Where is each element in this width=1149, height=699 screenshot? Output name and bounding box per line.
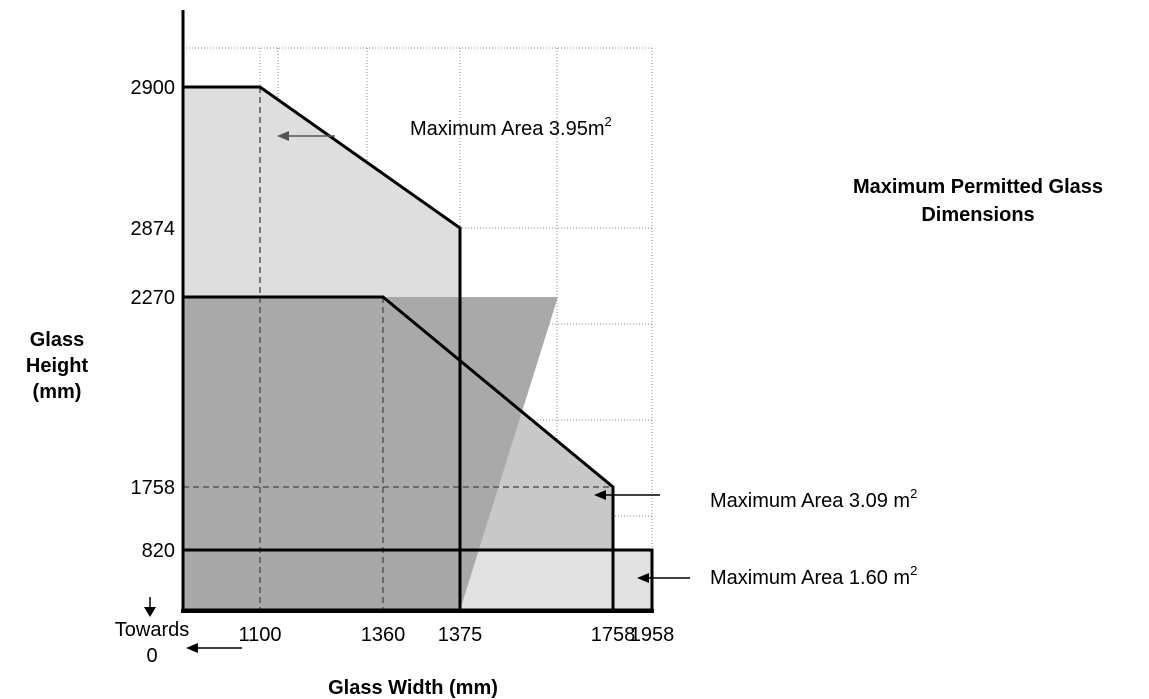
titles: Maximum Permitted Glass Dimensions Glass W…: [26, 176, 1103, 699]
annotation-area-3-label: Maximum Area 1.60 m2: [710, 563, 917, 589]
y-axis-title-line: Glass: [30, 329, 84, 351]
x-axis-title: Glass Width (mm): [328, 677, 498, 699]
left-arrow-head-icon: [186, 643, 198, 653]
y-tick-label: 2874: [131, 218, 176, 240]
area-overlap-low: [183, 550, 652, 610]
annotation-area-1-arrow-head-icon: [277, 131, 289, 141]
x-tick-label: 1958: [630, 624, 675, 646]
y-tick-label: 820: [142, 540, 175, 562]
annotations: Maximum Area 3.95m2 Maximum Area 3.09 m2 M…: [277, 114, 917, 589]
origin-note-line-1: Towards: [115, 619, 189, 641]
tick-labels: 1100 1360 1375 175819582900287422701758820T…: [115, 77, 674, 667]
axes: [181, 10, 654, 613]
annotation-area-1-label: Maximum Area 3.95m2: [410, 114, 612, 140]
chart-title-line-1: Maximum Permitted Glass: [853, 176, 1103, 198]
x-tick-label: 1360: [361, 624, 406, 646]
x-tick-label: 1375: [438, 624, 483, 646]
chart-title-line-2: Dimensions: [921, 204, 1034, 226]
outline-area-1: [183, 85, 462, 610]
annotation-area-3-arrow-head-icon: [637, 573, 649, 583]
annotation-area-2-arrow-head-icon: [594, 490, 606, 500]
y-tick-label: 1758: [131, 477, 176, 499]
x-tick-label: 1100: [238, 624, 281, 646]
down-arrow-head-icon: [144, 607, 156, 617]
area-overlap: [183, 297, 558, 610]
y-tick-label: 2900: [131, 77, 176, 99]
reference-lines: [183, 87, 613, 610]
annotation-area-2-label: Maximum Area 3.09 m2: [710, 486, 917, 512]
y-axis-title-line: (mm): [33, 381, 82, 403]
origin-note-line-2: 0: [146, 645, 157, 667]
y-tick-label: 2270: [131, 287, 176, 309]
area-layer: [183, 87, 652, 610]
y-axis-title-line: Height: [26, 355, 89, 377]
x-tick-label: 1758: [591, 624, 636, 646]
